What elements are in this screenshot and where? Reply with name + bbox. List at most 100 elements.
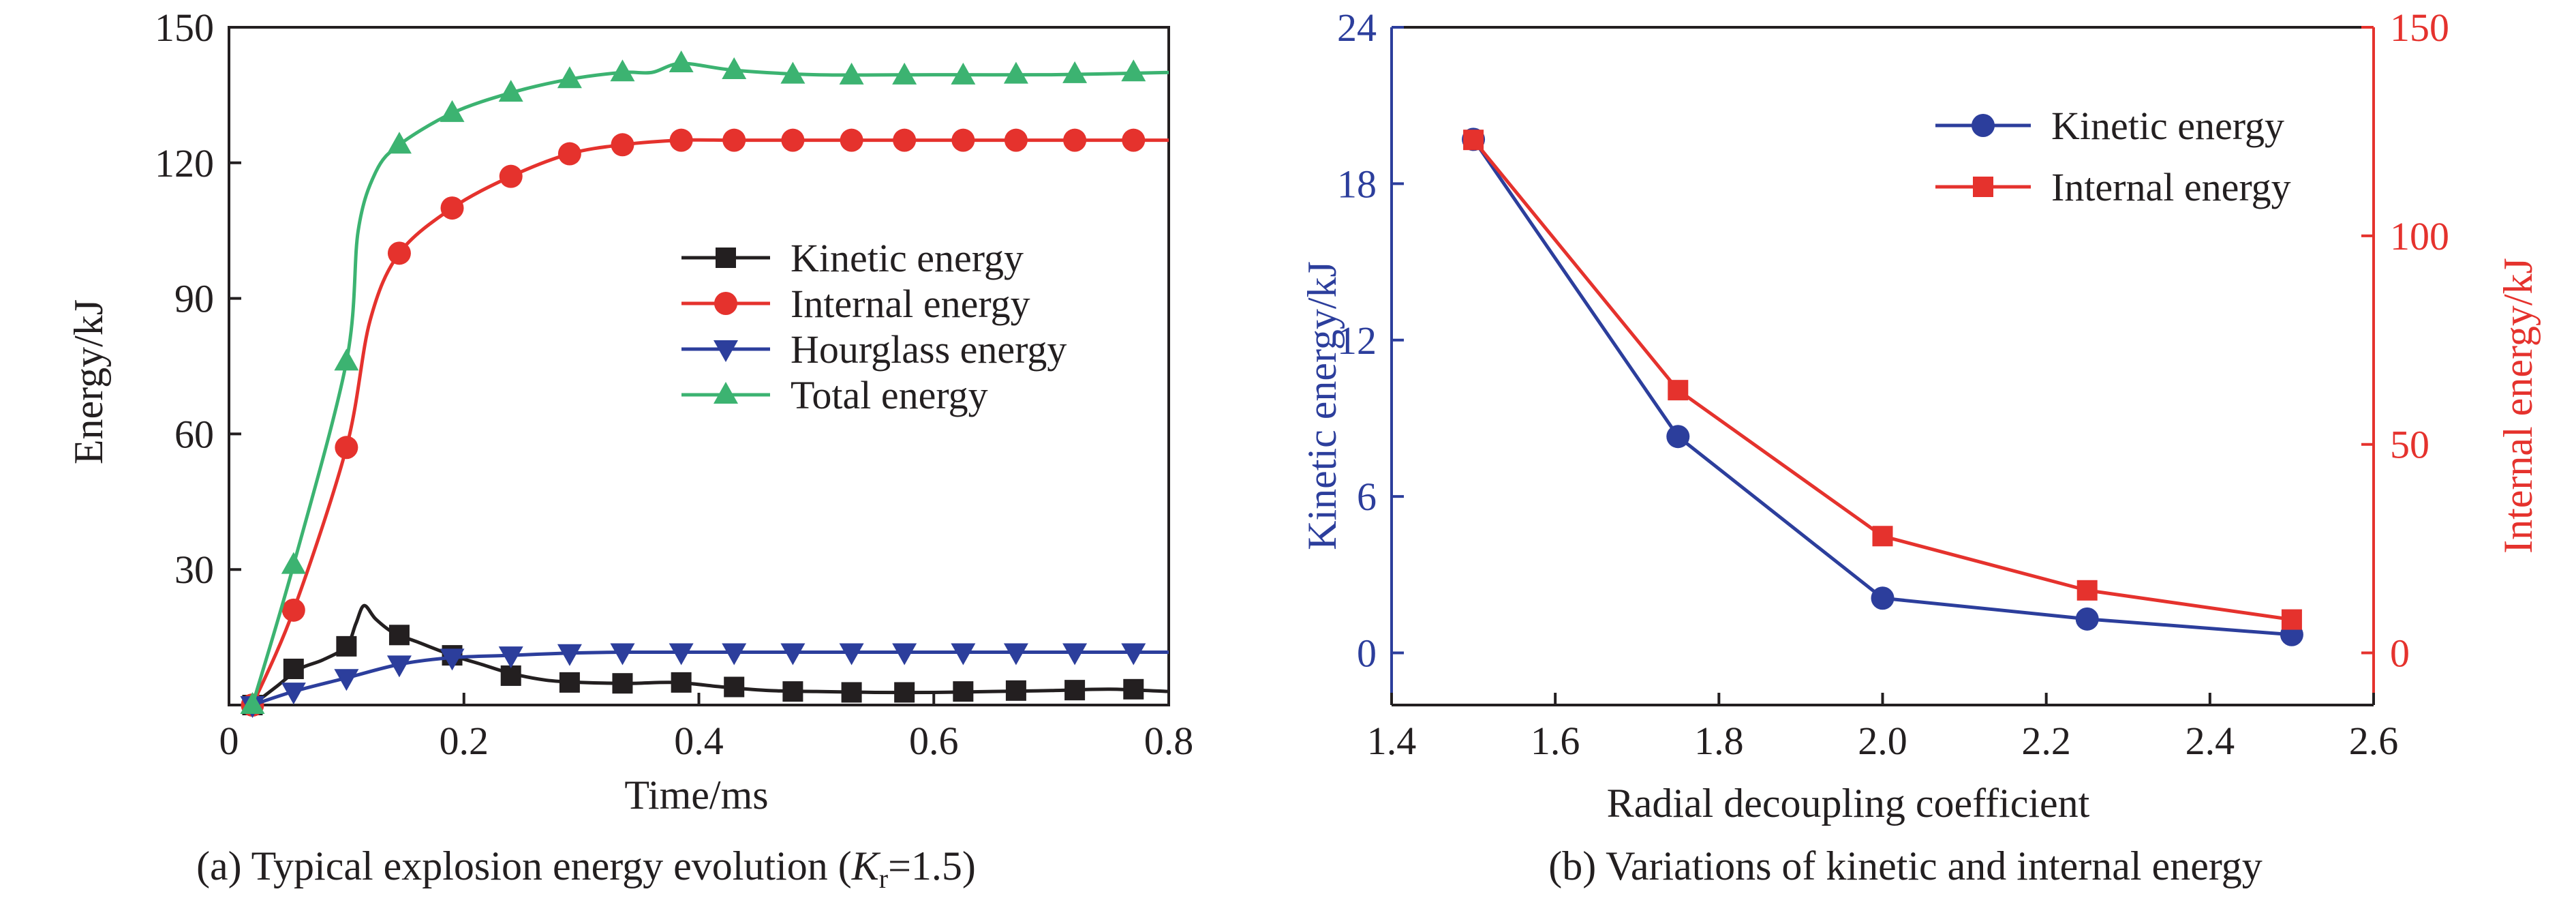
chart-b-data-point — [1463, 130, 1484, 151]
chart-a-data-point — [1005, 680, 1026, 701]
chart-b-data-point — [2075, 607, 2099, 631]
chart-a-x-tick-label: 0.2 — [440, 719, 489, 763]
chart-a-data-point — [724, 676, 745, 698]
chart-a-x-tick-label: 0.6 — [909, 719, 959, 763]
chart-a-data-point — [781, 128, 805, 152]
chart-a-data-point — [1121, 59, 1146, 82]
chart-a-data-point — [1003, 643, 1028, 665]
chart-b-y-left-tick-label: 6 — [1357, 475, 1377, 519]
chart-a-data-point — [335, 436, 358, 460]
chart-a: 0 0.2 0.4 0.6 0.8 30 60 90 120 150 Time/ms Energy… — [66, 5, 1193, 894]
chart-a-x-tick-label: 0.4 — [674, 719, 724, 763]
chart-a-caption-suffix: =1.5) — [888, 843, 976, 888]
chart-a-legend-marker — [714, 382, 738, 404]
chart-b-axes — [1390, 26, 2375, 706]
chart-a-data-point — [281, 598, 305, 622]
chart-b-series-line — [1472, 138, 2293, 622]
chart-a-y-tick-label: 150 — [155, 5, 214, 50]
chart-b-x-tick-label: 2.2 — [2021, 719, 2071, 763]
chart-b-tick-labels: 1.4 1.6 1.8 2.0 2.2 2.4 2.6 0 6 12 18 24 0 50 100 150 — [1337, 5, 2449, 763]
chart-a-data-point — [951, 62, 976, 85]
chart-b-x-axis-label: Radial decoupling coefficient — [1607, 781, 2090, 826]
chart-a-data-point — [722, 643, 747, 665]
chart-a-data-point — [386, 655, 412, 678]
chart-a-x-tick-label: 0 — [219, 719, 239, 763]
chart-a-data-point — [722, 57, 747, 79]
chart-a-data-point — [440, 648, 465, 671]
chart-a-legend-marker — [716, 248, 736, 268]
chart-b-x-tick-label: 1.6 — [1531, 719, 1580, 763]
chart-a-data-point — [1121, 643, 1146, 665]
chart-a-legend-marker — [714, 292, 737, 315]
chart-a-data-point — [780, 61, 806, 84]
chart-b-x-tick-label: 2.0 — [1858, 719, 1907, 763]
chart-a-series — [240, 50, 1169, 718]
chart-b-data-point — [1871, 586, 1895, 610]
chart-b-x-tick-label: 2.6 — [2349, 719, 2399, 763]
chart-a-data-point — [669, 50, 694, 73]
chart-b-legend-label: Kinetic energy — [2051, 104, 2284, 148]
chart-b-y-right-tick-label: 100 — [2390, 214, 2449, 258]
chart-a-data-point — [782, 681, 803, 702]
chart-b-data-point — [2281, 609, 2302, 630]
chart-a-x-tick-label: 0.8 — [1144, 719, 1194, 763]
chart-a-data-point — [557, 644, 582, 666]
chart-a-data-point — [498, 646, 523, 669]
chart-a-series-line — [251, 603, 1169, 706]
chart-a-caption-subscript: r — [879, 863, 888, 894]
chart-a-data-point — [839, 643, 864, 665]
chart-b-data-point — [1666, 425, 1690, 449]
chart-a-data-point — [669, 643, 694, 665]
chart-a-data-point — [281, 683, 306, 705]
chart-a-data-point — [893, 128, 917, 152]
chart-a-data-point — [951, 128, 975, 152]
chart-a-data-point — [1122, 128, 1146, 152]
chart-a-legend-label: Hourglass energy — [791, 327, 1067, 372]
chart-a-y-tick-label: 30 — [174, 548, 214, 592]
chart-b-data-point — [1668, 380, 1689, 401]
chart-a-data-point — [780, 643, 806, 665]
chart-a-data-point — [1063, 128, 1087, 152]
chart-a-data-point — [671, 672, 692, 693]
chart-a-caption-variable: K — [851, 843, 881, 888]
chart-b-y-right-tick-label: 0 — [2390, 631, 2410, 676]
chart-b-data-point — [1872, 526, 1893, 547]
chart-a-data-point — [557, 142, 581, 166]
chart-b-caption: (b) Variations of kinetic and internal e… — [1548, 843, 2262, 888]
chart-b-series-line — [1472, 138, 2293, 637]
chart-a-legend-label: Total energy — [791, 373, 988, 417]
chart-a-data-point — [440, 196, 464, 220]
chart-b-legend-label: Internal energy — [2051, 165, 2291, 209]
chart-a-data-point — [841, 682, 862, 703]
chart-b-y-axis-left-label: Kinetic energy/kJ — [1300, 261, 1345, 550]
chart-b-y-left-tick-label: 0 — [1357, 631, 1377, 676]
chart-a-data-point — [669, 128, 693, 152]
chart-b-y-left-tick-label: 24 — [1337, 5, 1377, 50]
chart-a-data-point — [612, 673, 633, 694]
chart-a-data-point — [611, 133, 634, 157]
chart-b-x-tick-label: 2.4 — [2186, 719, 2235, 763]
chart-b-y-right-tick-label: 150 — [2390, 5, 2449, 50]
chart-a-data-point — [240, 692, 265, 714]
chart-a-data-point — [1064, 680, 1086, 701]
chart-a-legend-label: Kinetic energy — [791, 236, 1024, 280]
chart-a-data-point — [386, 132, 412, 154]
chart-a-data-point — [839, 62, 864, 85]
chart-a-series-line — [251, 61, 1169, 706]
chart-b-x-tick-label: 1.8 — [1694, 719, 1744, 763]
chart-a-data-point — [1062, 643, 1088, 665]
chart-a-data-point — [722, 128, 746, 152]
chart-a-data-point — [1062, 61, 1088, 83]
chart-b-data-point — [2076, 580, 2098, 601]
chart-a-x-axis-label: Time/ms — [624, 773, 768, 818]
chart-a-y-tick-label: 60 — [174, 412, 214, 456]
chart-a-series-line — [251, 138, 1169, 706]
chart-a-data-point — [499, 164, 523, 188]
chart-a-y-axis-label: Energy/kJ — [66, 299, 111, 464]
chart-a-data-point — [951, 643, 976, 665]
chart-b-legend-marker — [1973, 177, 1993, 197]
chart-a-data-point — [281, 552, 306, 574]
chart-b-y-right-tick-label: 50 — [2390, 423, 2429, 467]
chart-a-data-point — [1004, 128, 1028, 152]
